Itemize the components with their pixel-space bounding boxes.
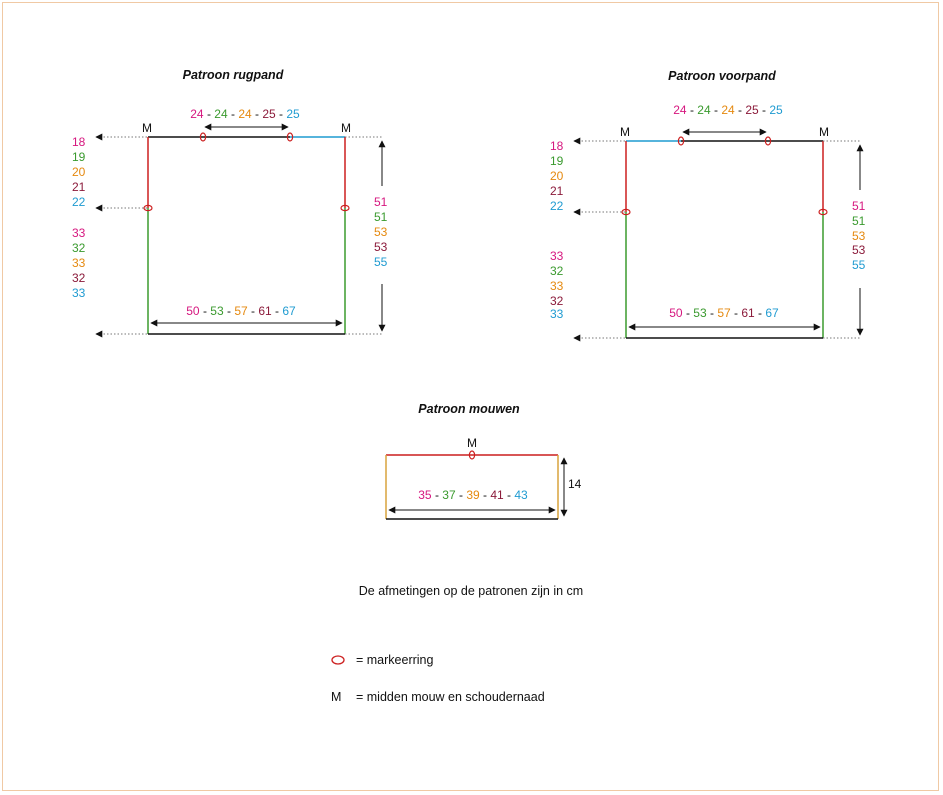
- front-marker-ring-armhole-left: [621, 208, 631, 216]
- svg-text:51: 51: [852, 214, 866, 228]
- svg-text:51: 51: [852, 199, 866, 213]
- svg-text:53: 53: [374, 225, 388, 239]
- svg-text:21: 21: [550, 184, 564, 198]
- marker-legend-text: = markeerring: [356, 653, 434, 667]
- front-length-sizes: 51 51 53 53 55: [852, 199, 866, 272]
- svg-text:53: 53: [852, 243, 866, 257]
- svg-text:32: 32: [550, 264, 564, 278]
- svg-text:33: 33: [550, 279, 564, 293]
- back-neck-sizes: 24 - 24 - 24 - 25 - 25: [190, 107, 300, 121]
- back-armhole-sizes: 18 19 20 21 22: [72, 135, 86, 209]
- front-m-label-right: M: [819, 125, 829, 139]
- front-marker-ring-neck-left: [677, 136, 685, 146]
- front-m-label-left: M: [620, 125, 630, 139]
- front-side-sizes: 33 32 33 32 33: [550, 249, 564, 321]
- back-neck-size-1: 24: [190, 107, 204, 121]
- sleeve-marker-ring: [468, 450, 476, 460]
- back-width-sizes: 50 - 53 - 57 - 61 - 67: [186, 304, 296, 318]
- sleeve-width-sizes: 35 - 37 - 39 - 41 - 43: [418, 488, 528, 502]
- back-neck-size-4: 25: [262, 107, 276, 121]
- svg-text:55: 55: [374, 255, 388, 269]
- sleeve-height-value: 14: [568, 477, 582, 491]
- front-marker-ring-armhole-right: [818, 208, 828, 216]
- svg-text:53: 53: [852, 229, 866, 243]
- front-pattern: Patroon voorpand M M 24 - 24 - 24 - 25 -…: [550, 69, 866, 342]
- back-marker-ring-neck-left: [199, 132, 207, 142]
- front-marker-ring-neck-right: [764, 136, 772, 146]
- svg-text:33: 33: [550, 249, 564, 263]
- m-legend-text: = midden mouw en schoudernaad: [356, 690, 545, 704]
- sleeve-m-label: M: [467, 436, 477, 450]
- svg-text:32: 32: [550, 294, 564, 308]
- legend: De afmetingen op de patronen zijn in cm …: [331, 584, 583, 704]
- svg-text:53: 53: [374, 240, 388, 254]
- front-width-sizes: 50 - 53 - 57 - 61 - 67: [669, 306, 779, 320]
- back-m-label-right: M: [341, 121, 351, 135]
- svg-text:32: 32: [72, 241, 86, 255]
- svg-text:18: 18: [550, 139, 564, 153]
- front-title: Patroon voorpand: [668, 69, 776, 83]
- svg-text:19: 19: [550, 154, 564, 168]
- back-title: Patroon rugpand: [183, 68, 284, 82]
- back-side-sizes: 33 32 33 32 33: [72, 226, 86, 300]
- sleeve-title: Patroon mouwen: [418, 402, 520, 416]
- units-note: De afmetingen op de patronen zijn in cm: [359, 584, 583, 598]
- svg-text:19: 19: [72, 150, 86, 164]
- back-neck-size-2: 24: [214, 107, 228, 121]
- svg-text:20: 20: [72, 165, 86, 179]
- svg-text:22: 22: [72, 195, 86, 209]
- svg-text:55: 55: [852, 258, 866, 272]
- svg-text:33: 33: [72, 256, 86, 270]
- svg-text:22: 22: [550, 199, 564, 213]
- svg-text:33: 33: [72, 286, 86, 300]
- svg-text:18: 18: [72, 135, 86, 149]
- svg-text:51: 51: [374, 210, 388, 224]
- front-armhole-sizes: 18 19 20 21 22: [550, 139, 564, 213]
- svg-text:20: 20: [550, 169, 564, 183]
- back-length-sizes: 51 51 53 53 55: [374, 195, 388, 269]
- marker-ring-icon: [331, 655, 345, 665]
- svg-text:21: 21: [72, 180, 86, 194]
- m-legend-symbol: M: [331, 690, 341, 704]
- back-marker-ring-armhole-right: [340, 204, 350, 212]
- svg-text:33: 33: [550, 307, 564, 321]
- svg-text:51: 51: [374, 195, 388, 209]
- back-neck-size-3: 24: [238, 107, 252, 121]
- back-marker-ring-armhole-left: [143, 204, 153, 212]
- back-marker-ring-neck-right: [286, 132, 294, 142]
- back-m-label-left: M: [142, 121, 152, 135]
- svg-text:32: 32: [72, 271, 86, 285]
- svg-text:33: 33: [72, 226, 86, 240]
- sleeve-pattern: Patroon mouwen M 14 35 - 37 - 39 - 41 - …: [385, 402, 582, 520]
- back-pattern: Patroon rugpand M M: [72, 68, 388, 338]
- back-neck-size-5: 25: [286, 107, 300, 121]
- front-neck-sizes: 24 - 24 - 24 - 25 - 25: [673, 103, 783, 117]
